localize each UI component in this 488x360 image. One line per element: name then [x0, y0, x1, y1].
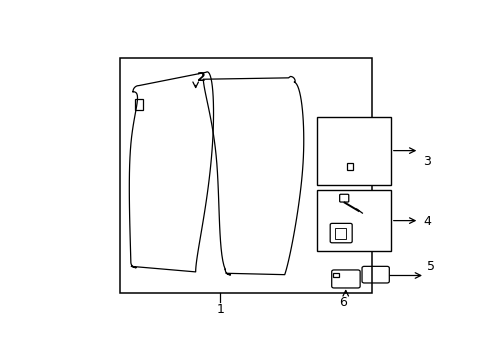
Bar	[316, 190, 390, 251]
Text: 5: 5	[426, 260, 434, 273]
Text: 3: 3	[422, 154, 430, 167]
Bar	[346, 163, 352, 170]
Text: 6: 6	[339, 296, 346, 309]
Bar	[334, 228, 346, 239]
Bar	[135, 99, 142, 110]
Bar	[316, 117, 390, 185]
Bar	[332, 273, 338, 276]
Text: 4: 4	[422, 216, 430, 229]
Text: 1: 1	[216, 303, 224, 316]
Text: 2: 2	[197, 71, 205, 84]
Bar	[120, 58, 371, 293]
